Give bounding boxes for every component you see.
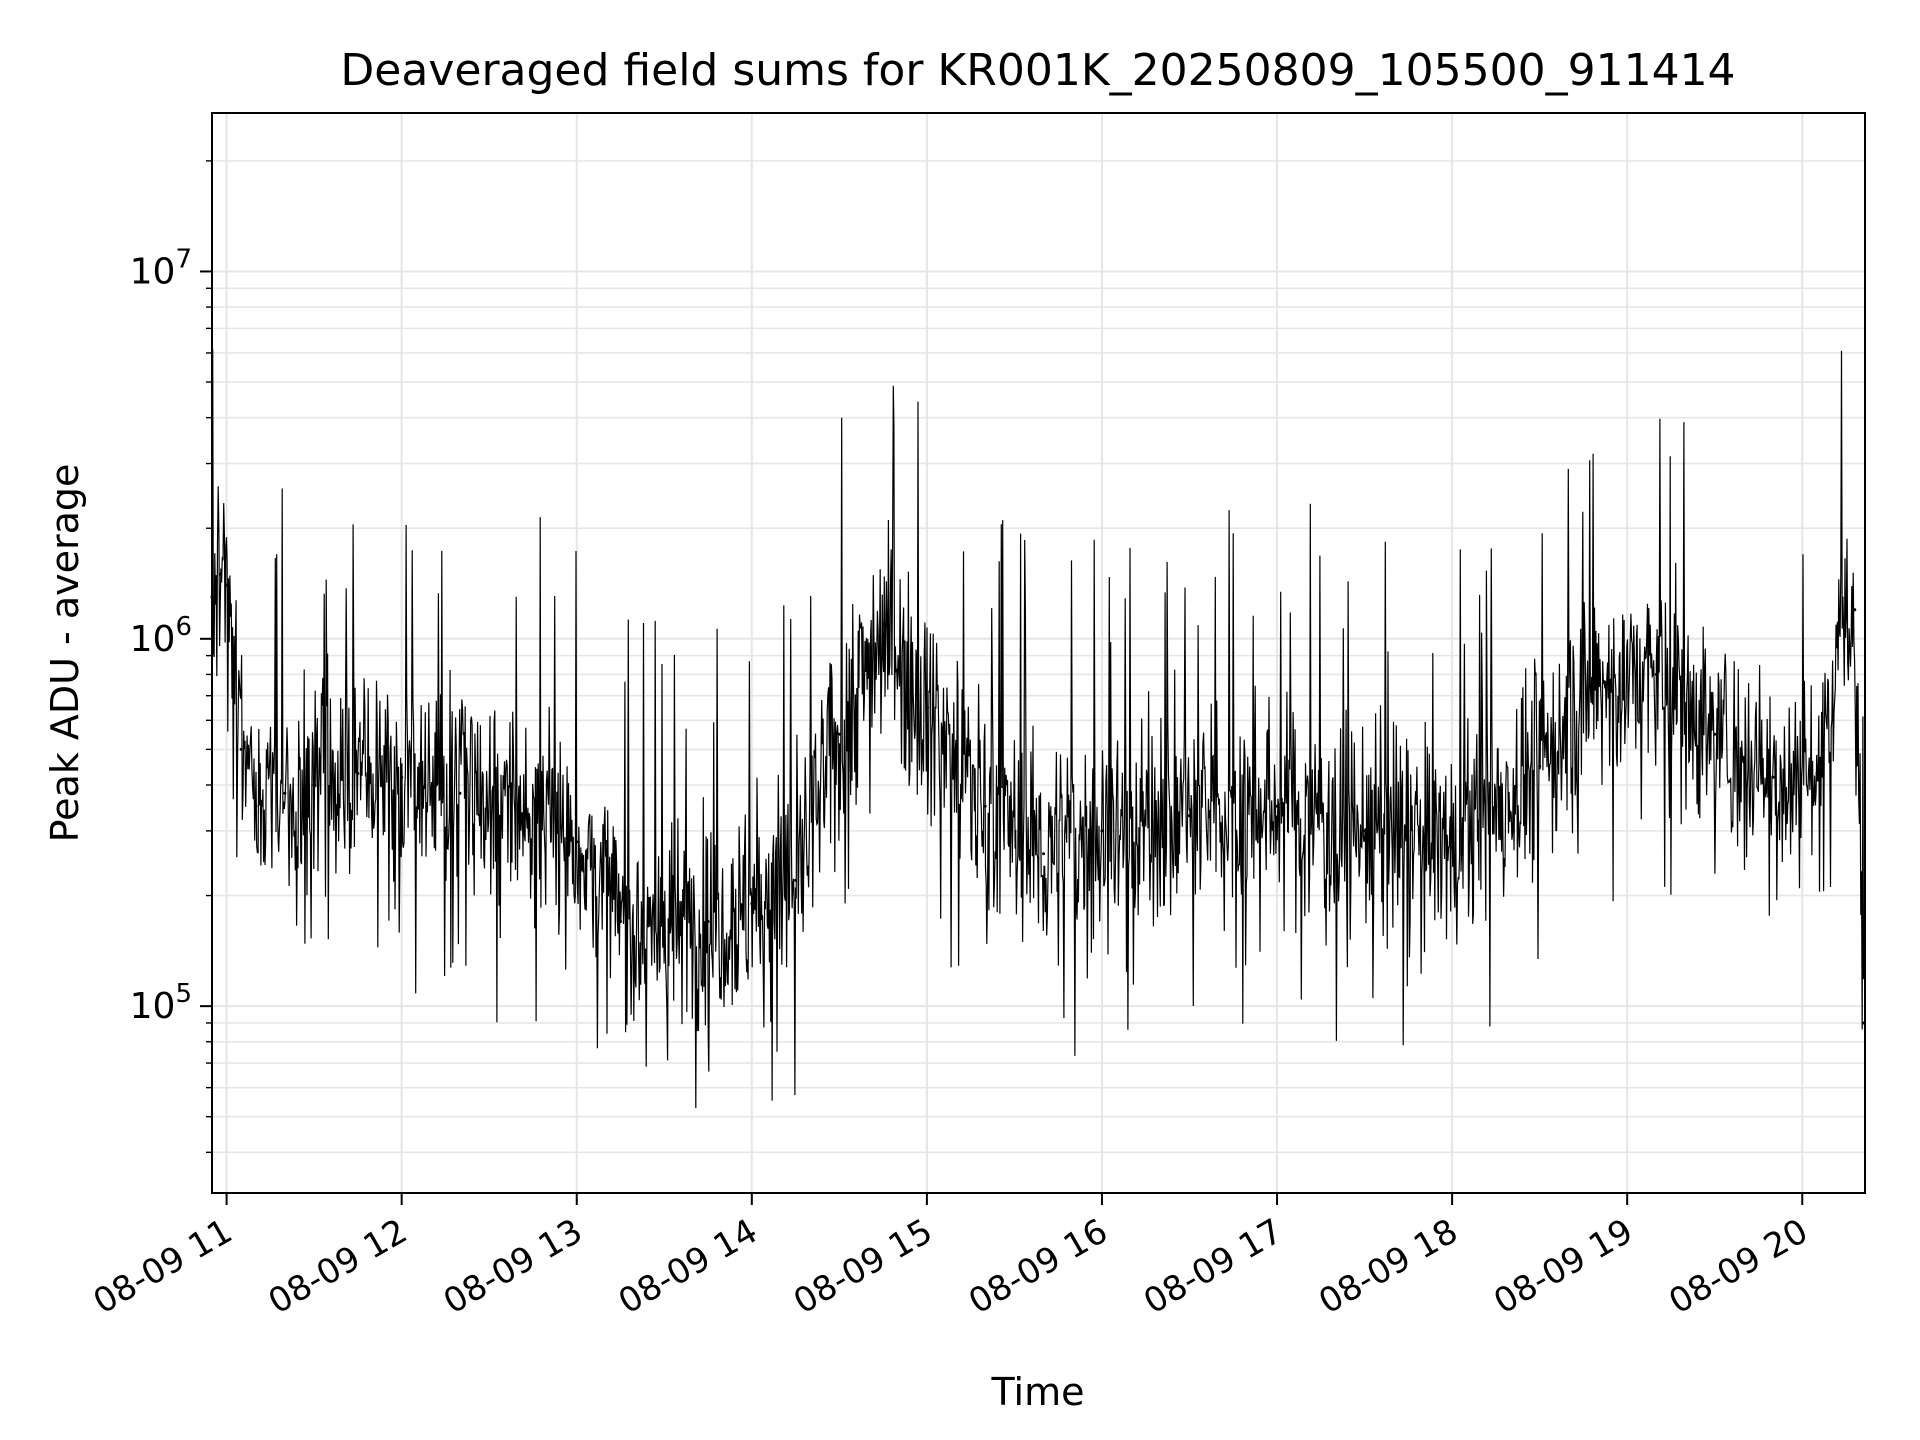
data-point [1042, 852, 1046, 856]
data-point [881, 622, 885, 626]
data-point [400, 775, 404, 779]
data-point [1853, 608, 1857, 612]
data-point [1450, 846, 1454, 850]
data-point [225, 583, 229, 587]
series-layer [210, 349, 1865, 1109]
data-point [239, 747, 243, 751]
data-point [219, 572, 223, 576]
data-point [1188, 814, 1191, 818]
data-point [254, 804, 258, 808]
y-tick-label-base: 10 [130, 251, 176, 292]
data-point [312, 783, 316, 787]
y-tick-label-exponent: 7 [175, 244, 192, 274]
data-point [356, 772, 360, 775]
data-point [750, 902, 754, 906]
y-tick-label: 106 [130, 612, 192, 660]
data-point [283, 791, 287, 795]
y-tick-label-base: 10 [130, 986, 176, 1027]
data-point [706, 920, 710, 923]
data-point [925, 706, 929, 709]
data-point [458, 791, 462, 795]
plot-frame [211, 112, 1866, 1194]
data-point [1363, 829, 1367, 833]
data-point [1771, 775, 1775, 779]
series-line [211, 349, 1865, 1109]
data-point [1596, 683, 1600, 687]
y-tick-label: 107 [130, 244, 192, 292]
data-point [983, 804, 987, 808]
data-point [516, 809, 520, 813]
data-point [1275, 804, 1279, 808]
data-point [662, 929, 666, 933]
y-axis-label: Peak ADU - average [43, 464, 87, 843]
y-tick-label-base: 10 [130, 619, 176, 660]
chart-title: Deaveraged field sums for KR001K_2025080… [340, 45, 1735, 96]
data-point [1100, 829, 1104, 833]
data-point [1713, 732, 1717, 736]
data-point [794, 878, 798, 882]
y-tick-label-exponent: 5 [175, 979, 192, 1009]
data-point [1815, 772, 1819, 775]
x-axis-label: Time [991, 1370, 1085, 1414]
data-point [1538, 764, 1542, 768]
data-point [1835, 645, 1839, 649]
y-tick-label-exponent: 6 [175, 612, 192, 642]
y-tick-label: 105 [130, 979, 192, 1027]
data-point [837, 732, 841, 736]
data-point [575, 840, 579, 844]
data-point [1654, 672, 1658, 676]
data-point [619, 920, 622, 923]
